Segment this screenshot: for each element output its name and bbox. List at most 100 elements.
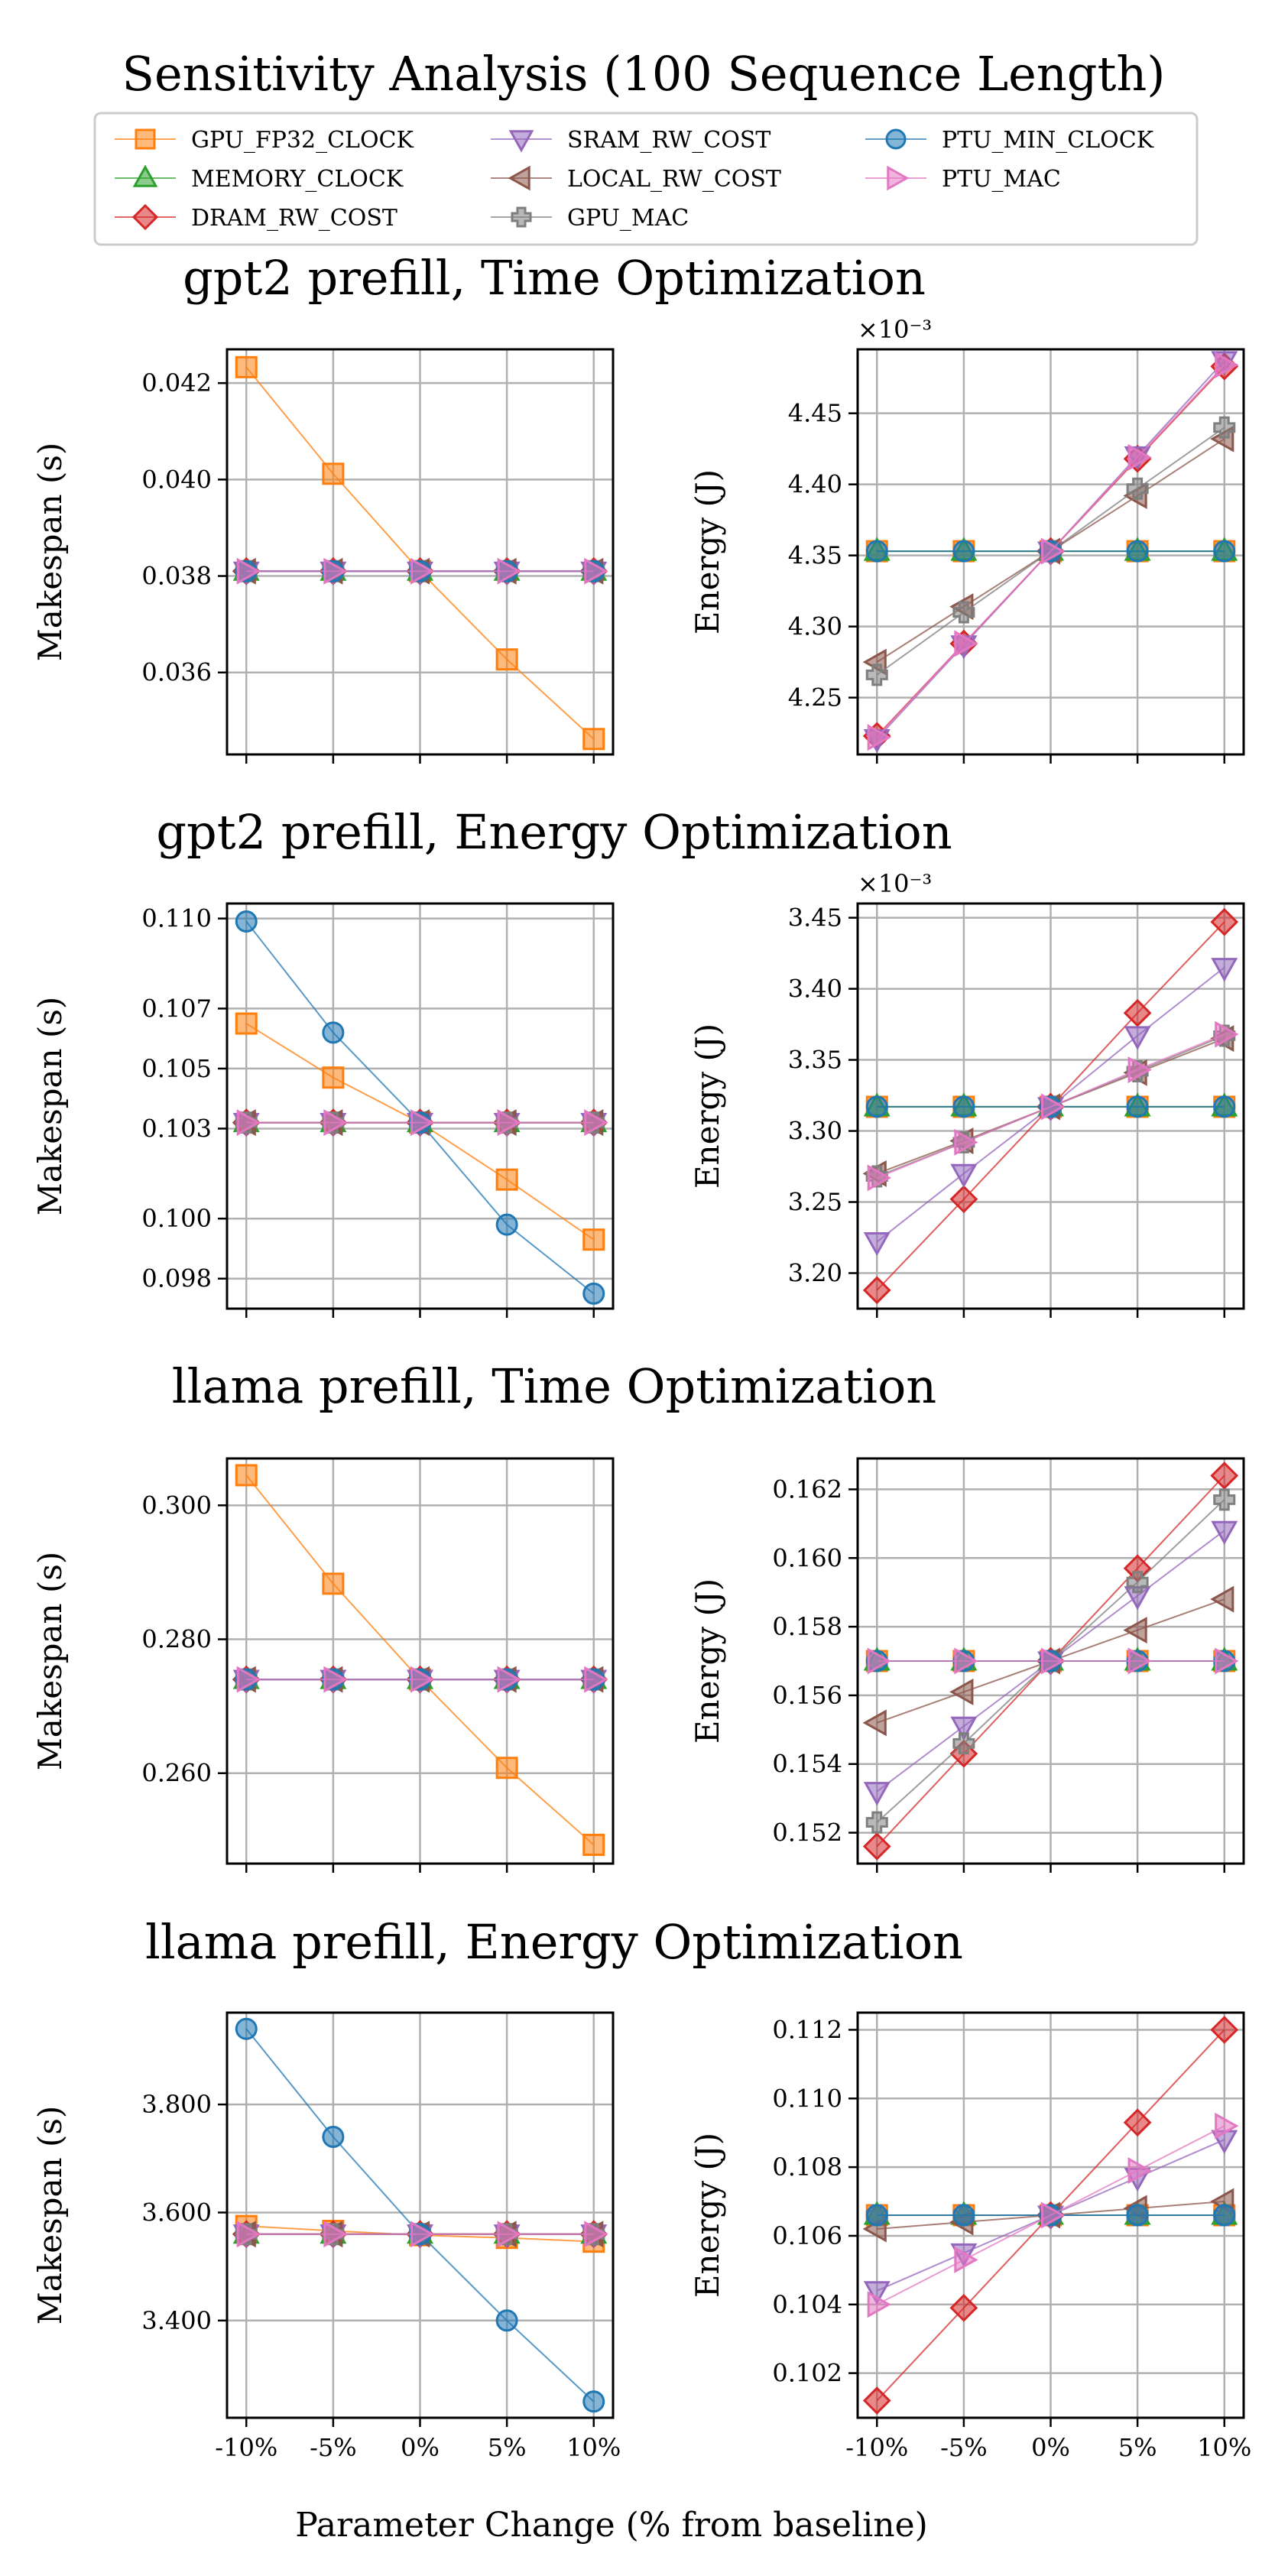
y-tick-label: 3.35 (788, 1046, 842, 1075)
y-tick-label: 0.152 (772, 1818, 842, 1848)
y-tick-label: 0.156 (772, 1681, 842, 1710)
point-gpu-fp32-clock-5 (582, 1228, 605, 1251)
y-axis-label: Energy (J) (689, 2133, 726, 2298)
legend-label: PTU_MIN_CLOCK (942, 127, 1154, 154)
series-group (862, 2016, 1239, 2415)
point-ptu-min-clock-2 (952, 2204, 975, 2227)
point-gpu-mac-5 (1213, 1488, 1236, 1511)
x-tick-label: -10% (845, 2433, 908, 2462)
point-ptu-min-clock-4 (1126, 540, 1149, 563)
series-group (232, 910, 608, 1305)
point-ptu-mac-5 (584, 2221, 608, 2248)
point-gpu-fp32-clock-1 (235, 1464, 258, 1487)
y-tick-label: 0.300 (141, 1491, 212, 1520)
legend-marker-local-rw-cost (508, 165, 530, 191)
panel-6: 0.152 0.154 0.156 0.158 0.160 0.162 Energy (J) (689, 1457, 1245, 1873)
panels: 0.036 0.038 0.040 0.042 Makespan (s) 4.25 4.30… (31, 315, 1251, 2462)
legend-label: GPU_FP32_CLOCK (191, 127, 414, 154)
point-local-rw-cost-5 (1210, 1585, 1234, 1613)
point-ptu-mac-4 (497, 2221, 521, 2248)
point-sram-rw-cost-1 (863, 1232, 891, 1257)
y-tick-label: 3.20 (788, 1259, 842, 1288)
point-gpu-mac-2 (952, 1732, 975, 1755)
legend-item-sram-rw-cost: SRAM_RW_COST (491, 127, 771, 154)
legend-label: PTU_MAC (942, 166, 1061, 193)
y-axis-label: Makespan (s) (31, 2106, 69, 2325)
point-ptu-mac-1 (867, 2291, 891, 2318)
y-tick-label: 3.30 (788, 1117, 842, 1146)
row-title-1: gpt2 prefill, Time Optimization (183, 250, 926, 306)
point-gpu-fp32-clock-5 (582, 728, 605, 751)
point-gpu-mac-4 (1126, 477, 1149, 500)
point-ptu-mac-3 (410, 1666, 435, 1693)
point-gpu-fp32-clock-2 (322, 462, 345, 485)
legend-frame (93, 112, 1199, 246)
y-tick-label: 0.104 (772, 2290, 842, 2319)
x-tick-label: 5% (1118, 2433, 1157, 2462)
point-dram-rw-cost-1 (862, 1832, 891, 1861)
point-ptu-mac-3 (410, 1109, 435, 1137)
legend-marker-sram-rw-cost (508, 130, 534, 153)
point-ptu-mac-5 (1215, 351, 1239, 378)
y-axis-label: Energy (J) (689, 1024, 726, 1189)
point-ptu-min-clock-4 (1126, 2204, 1149, 2227)
x-tick-label: 0% (1031, 2433, 1070, 2462)
y-tick-label: 0.110 (772, 2084, 842, 2113)
panel-8: 0.102 0.104 0.106 0.108 0.110 0.112 -10% -5% 0% 5… (689, 2011, 1251, 2462)
point-ptu-mac-1 (867, 1164, 891, 1192)
point-ptu-mac-1 (867, 1647, 891, 1675)
point-ptu-mac-5 (1215, 1647, 1239, 1675)
point-gpu-mac-4 (1126, 1571, 1149, 1594)
point-ptu-mac-1 (236, 557, 261, 585)
legend-item-dram-rw-cost: DRAM_RW_COST (115, 203, 397, 232)
point-dram-rw-cost-4 (1123, 998, 1152, 1027)
y-tick-label: 0.107 (141, 994, 212, 1023)
point-ptu-mac-2 (954, 1128, 978, 1156)
point-ptu-min-clock-2 (322, 2126, 345, 2149)
point-ptu-mac-3 (1040, 2201, 1066, 2229)
y-tick-label: 0.110 (141, 904, 212, 933)
legend-item-local-rw-cost: LOCAL_RW_COST (491, 165, 781, 193)
point-sram-rw-cost-5 (1211, 958, 1238, 982)
point-ptu-min-clock-4 (1126, 1095, 1149, 1118)
point-gpu-fp32-clock-4 (495, 1757, 518, 1780)
point-sram-rw-cost-1 (863, 1782, 891, 1806)
y-axis-label: Energy (J) (689, 469, 726, 634)
y-tick-label: 0.103 (141, 1114, 212, 1143)
point-gpu-mac-5 (1213, 416, 1236, 439)
series-group (232, 1464, 608, 1856)
legend-label: MEMORY_CLOCK (191, 166, 404, 193)
series-group (232, 2017, 608, 2413)
point-ptu-min-clock-5 (582, 2390, 605, 2413)
point-dram-rw-cost-1 (862, 1276, 891, 1305)
point-ptu-mac-4 (497, 1109, 521, 1137)
x-tick-label: 0% (401, 2433, 440, 2462)
y-axis-label: Energy (J) (689, 1578, 726, 1744)
point-gpu-fp32-clock-2 (322, 1572, 345, 1595)
point-sram-rw-cost-4 (1124, 1026, 1151, 1050)
x-axis-label: Parameter Change (% from baseline) (295, 2506, 928, 2545)
series-group (862, 351, 1239, 754)
point-ptu-mac-5 (1215, 2112, 1239, 2140)
legend: GPU_FP32_CLOCK MEMORY_CLOCK DRAM_RW_COST SR… (93, 112, 1199, 246)
point-dram-rw-cost-2 (949, 2293, 978, 2322)
point-ptu-mac-3 (1040, 1093, 1066, 1121)
point-ptu-mac-4 (1127, 1647, 1152, 1675)
legend-label: SRAM_RW_COST (567, 127, 771, 154)
point-local-rw-cost-1 (862, 1709, 887, 1737)
point-ptu-min-clock-2 (952, 1095, 975, 1118)
point-ptu-mac-1 (236, 1109, 261, 1137)
y-tick-label: 0.108 (772, 2153, 842, 2182)
point-sram-rw-cost-5 (1211, 1520, 1238, 1545)
point-ptu-mac-5 (584, 557, 608, 585)
row-title-3: llama prefill, Time Optimization (172, 1358, 936, 1414)
legend-item-gpu-fp32-clock: GPU_FP32_CLOCK (115, 127, 414, 154)
point-ptu-mac-1 (867, 724, 891, 751)
point-gpu-mac-2 (952, 601, 975, 624)
legend-label: LOCAL_RW_COST (567, 166, 781, 193)
y-tick-label: 0.038 (141, 562, 212, 591)
point-ptu-mac-2 (323, 2221, 348, 2248)
panel-4: 3.20 3.25 3.30 3.35 3.40 3.45 Energy (J) ×10⁻³ (689, 869, 1245, 1318)
point-dram-rw-cost-2 (949, 1185, 978, 1214)
legend-marker-ptu-min-clock (885, 128, 907, 150)
